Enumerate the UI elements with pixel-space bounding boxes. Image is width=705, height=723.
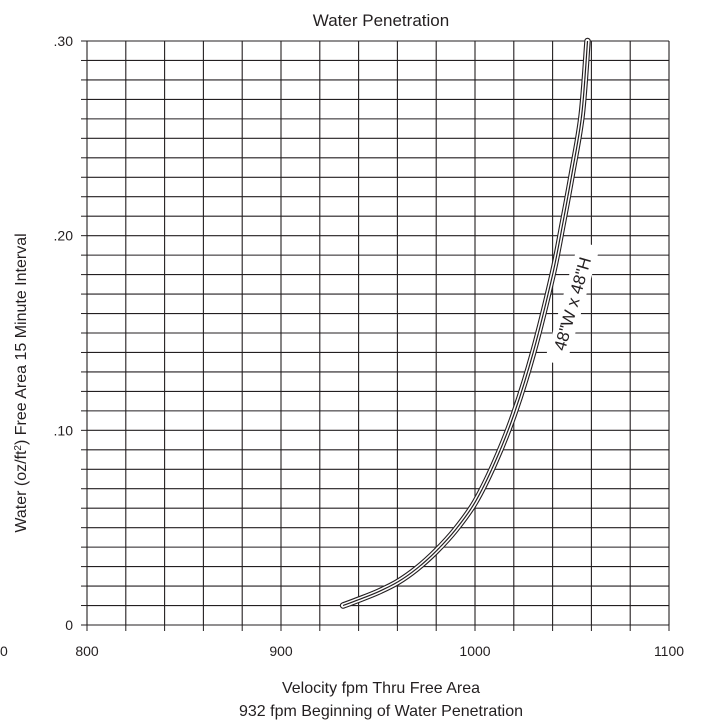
y-tick-label: .20 <box>54 228 74 244</box>
y-axis-label-main: Water (oz/ft <box>13 450 30 533</box>
axis-labels: Water Penetration Velocity fpm Thru Free… <box>0 11 523 720</box>
x-tick-label: 800 <box>75 643 99 659</box>
x-axis-label: Velocity fpm Thru Free Area <box>282 680 480 697</box>
y-axis-label-sup: 2 <box>13 445 24 451</box>
tick-labels: 800 900 1000 1100 0 .10 .20 .30 <box>54 33 685 659</box>
series-layer: 48"W x 48"H <box>339 37 600 609</box>
x-axis-label-line2: 932 fpm Beginning of Water Penetration <box>239 703 523 720</box>
series-label-background <box>544 241 600 367</box>
y-axis-label-tail: ) Free Area 15 Minute Interval <box>13 233 30 445</box>
y-tick-label: .30 <box>54 33 74 49</box>
series-line-outline <box>339 37 591 609</box>
x-tick-label: 1100 <box>654 643 684 659</box>
left-edge-x-label: 0 <box>0 643 8 659</box>
y-axis-label: Water (oz/ft2) Free Area 15 Minute Inter… <box>13 233 31 532</box>
x-tick-label: 1000 <box>459 643 490 659</box>
series-line <box>342 40 589 607</box>
x-tick-label: 900 <box>269 643 293 659</box>
y-tick-label: 0 <box>65 617 73 633</box>
chart-title: Water Penetration <box>313 11 449 30</box>
series-label: 48"W x 48"H <box>550 255 595 353</box>
y-tick-label: .10 <box>54 422 74 438</box>
